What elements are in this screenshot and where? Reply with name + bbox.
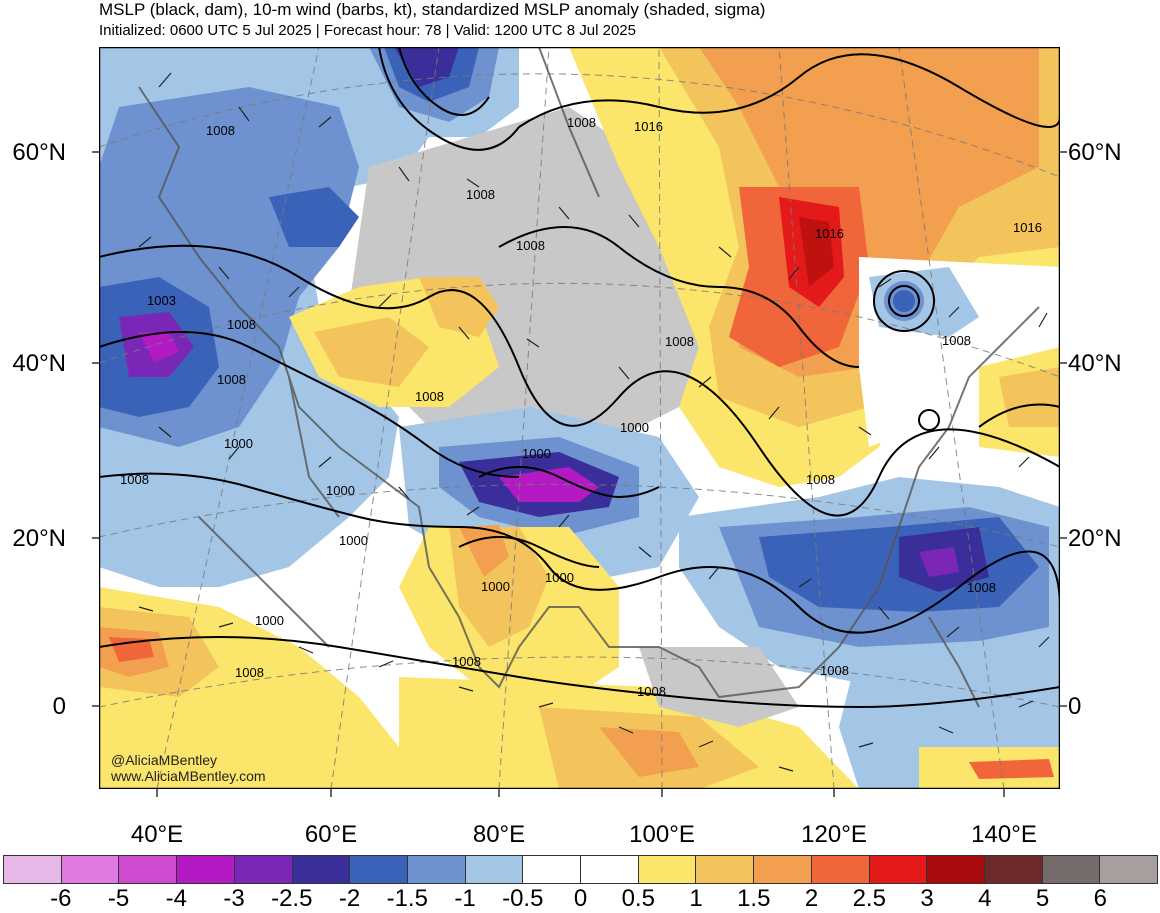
isobar-label: 1008 [942, 333, 971, 348]
isobar-label: 1008 [567, 115, 596, 130]
watermark-url: www.AliciaMBentley.com [110, 768, 266, 784]
isobar-label: 1016 [634, 119, 663, 134]
lat-label-40n-right: 40°N [1068, 350, 1122, 377]
colorbar-swatch [61, 856, 120, 883]
isobar-label: 1008 [235, 665, 264, 680]
colorbar [3, 855, 1158, 884]
lon-label-80e: 80°E [472, 821, 526, 848]
colorbar-swatch [4, 856, 62, 883]
colorbar-swatch [754, 856, 812, 883]
isobar-label: 1008 [637, 684, 666, 699]
colorbar-swatch [523, 856, 582, 883]
colorbar-tick-label: -0.5 [502, 885, 544, 912]
colorbar-tick-label: -4 [165, 885, 187, 912]
colorbar-swatch [350, 856, 408, 883]
colorbar-tick-label: -2 [338, 885, 361, 912]
isobar-label: 1003 [147, 293, 176, 308]
colorbar-tick-label: -1 [454, 885, 476, 912]
isobar-label: 1008 [665, 334, 694, 349]
colorbar-swatch [811, 856, 870, 883]
lat-label-20n-left: 20°N [12, 525, 66, 552]
colorbar-tick-label: -1.5 [386, 885, 428, 912]
colorbar-tick-label: 0 [573, 885, 588, 912]
isobar-label: 1000 [522, 446, 551, 461]
lon-label-40e: 40°E [130, 821, 184, 848]
isobar-label: 1008 [967, 580, 996, 595]
colorbar-tick-label: -6 [50, 885, 72, 912]
isobar-label: 1008 [120, 472, 149, 487]
colorbar-swatch [927, 856, 985, 883]
colorbar-tick-label: 3 [920, 885, 934, 912]
lat-label-60n-left: 60°N [12, 139, 66, 166]
isobar-label: 1000 [545, 570, 574, 585]
isobar-label: 1008 [415, 389, 444, 404]
coastlines [138, 47, 1040, 708]
colorbar-tick-label: -2.5 [271, 885, 313, 912]
colorbar-swatch [1042, 856, 1101, 883]
isobar-label: 1000 [255, 613, 284, 628]
isobar-label: 1008 [206, 123, 235, 138]
isobar-label: 1000 [481, 579, 510, 594]
isobar-label: 1008 [217, 372, 246, 387]
colorbar-swatch [234, 856, 293, 883]
colorbar-tick-label: 4 [978, 885, 992, 912]
colorbar-tick-label: 2 [804, 885, 819, 912]
colorbar-swatch [292, 856, 351, 883]
isobar-label: 1008 [516, 238, 545, 253]
colorbar-swatch [177, 856, 235, 883]
lat-label-20n-right: 20°N [1068, 525, 1122, 552]
colorbar-tick-label: 0.5 [621, 885, 655, 912]
isobar-label: 1008 [452, 654, 481, 669]
map-panel: 1008 1008 1016 1008 1008 1016 1016 1003 … [99, 47, 1060, 789]
map-title: MSLP (black, dam), 10-m wind (barbs, kt)… [99, 0, 766, 19]
colorbar-swatch [869, 856, 928, 883]
colorbar-tick-label: 1 [689, 885, 703, 912]
lon-label-120e: 120°E [801, 821, 867, 848]
lat-label-0-right: 0 [1068, 693, 1082, 720]
isobar-label: 1008 [227, 317, 256, 332]
lat-label-60n-right: 60°N [1068, 139, 1122, 166]
lon-label-140e: 140°E [971, 821, 1037, 848]
isobar-label: 1000 [620, 420, 649, 435]
isobar-label: 1016 [815, 226, 844, 241]
isobar-labels: 1008 1008 1016 1008 1008 1016 1016 1003 … [120, 115, 1042, 699]
isobar-label: 1000 [326, 483, 355, 498]
isobar-label: 1000 [224, 436, 253, 451]
lon-label-100e: 100°E [629, 821, 695, 848]
colorbar-swatch [407, 856, 466, 883]
colorbar-swatch [465, 856, 524, 883]
isobars [99, 47, 1060, 709]
colorbar-swatch [696, 856, 755, 883]
colorbar-swatch [119, 856, 178, 883]
map-subtitle: Initialized: 0600 UTC 5 Jul 2025 | Forec… [99, 22, 636, 39]
colorbar-swatch [984, 856, 1043, 883]
isobar-label: 1000 [339, 533, 368, 548]
colorbar-tick-label: 6 [1093, 885, 1107, 912]
watermark-handle: @AliciaMBentley [111, 752, 217, 768]
isobar-label: 1008 [820, 663, 849, 678]
colorbar-swatch [638, 856, 697, 883]
isobar-label: 1008 [466, 187, 495, 202]
isobar-label: 1016 [1013, 220, 1042, 235]
isobar-label: 1008 [806, 472, 835, 487]
colorbar-tick-label: -5 [107, 885, 130, 912]
colorbar-tick-label: -3 [223, 885, 245, 912]
colorbar-tick-label: 1.5 [737, 885, 771, 912]
lat-label-0-left: 0 [52, 693, 66, 720]
colorbar-tick-label: 5 [1035, 885, 1050, 912]
lat-label-40n-left: 40°N [12, 350, 66, 377]
wind-barbs [138, 72, 1050, 772]
colorbar-swatch [1100, 856, 1158, 883]
colorbar-swatch [581, 856, 639, 883]
colorbar-tick-label: 2.5 [852, 885, 886, 912]
lon-label-60e: 60°E [304, 821, 358, 848]
